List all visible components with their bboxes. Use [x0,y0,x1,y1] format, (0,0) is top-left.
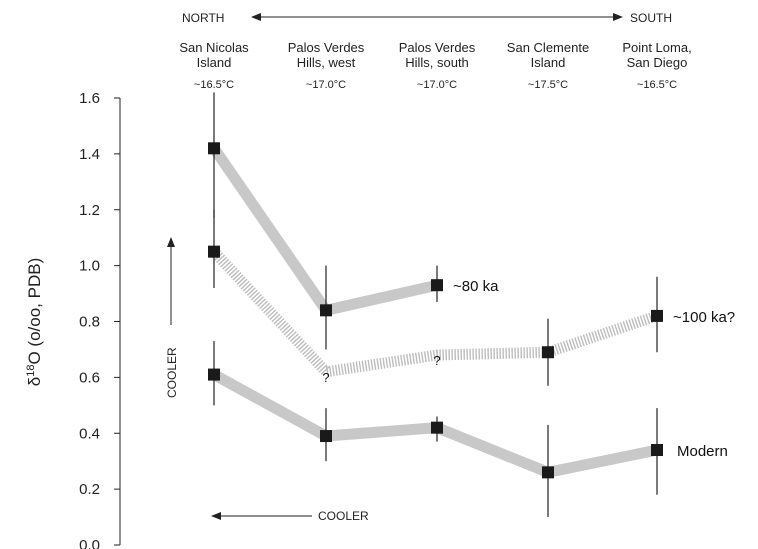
uncertain-point-label: ? [322,370,329,385]
site-name-line: San Nicolas [179,40,249,55]
series-1: ?? ~100 ka? [208,209,735,386]
y-tick-label: 0.0 [79,537,100,549]
y-tick-label: 1.2 [79,202,100,219]
data-point-marker [542,346,554,359]
series-name-label: ~100 ka? [673,309,735,326]
data-point-marker [431,421,443,434]
y-tick-label: 0.4 [79,425,100,442]
y-ticks: 0.0 0.2 0.4 0.6 0.8 1.0 1.2 1.4 1.6 [79,90,120,549]
y-axis-title: δ18O (o/oo, PDB) [25,258,44,386]
data-point-marker [651,309,663,322]
site-temperature: ~17.0°C [417,79,457,91]
y-tick-label: 1.4 [79,146,100,163]
series-2: Modern [208,341,728,518]
data-point-marker [208,368,220,381]
site-name-line: Point Loma, [622,40,691,55]
data-point-marker [320,430,332,443]
data-point-marker [651,444,663,457]
site-name-line: Palos Verdes [288,40,365,55]
data-point-marker [208,142,220,155]
cooler-vertical-label: COOLER [165,347,179,398]
y-tick-label: 1.6 [79,90,100,107]
site-label: Point Loma,San Diego ~16.5°C [622,40,691,91]
south-label: SOUTH [630,11,672,25]
data-point-marker [431,279,443,292]
site-name-line: Island [531,55,566,70]
y-tick-label: 1.0 [79,258,100,275]
site-name-line: San Diego [627,55,688,70]
cooler-vertical-annotation: COOLER [165,237,179,398]
site-name-line: San Clemente [507,40,589,55]
y-tick-label: 0.8 [79,314,100,331]
cooler-horizontal-label: COOLER [318,509,369,523]
series-layer: ?? ~100 ka? ~80 ka Modern [208,92,735,518]
site-temperature: ~17.0°C [306,79,346,91]
cooler-horizontal-annotation: COOLER [211,509,369,523]
series-name-label: ~80 ka [453,278,499,295]
series-name-label: Modern [677,443,728,460]
y-tick-label: 0.6 [79,369,100,386]
direction-header: NORTH SOUTH [182,11,672,25]
site-name-line: Palos Verdes [399,40,476,55]
site-name-line: Hills, west [297,55,356,70]
site-temperature: ~17.5°C [528,79,568,91]
series-line [209,247,659,378]
series-0: ~80 ka [208,92,499,350]
site-name-line: Hills, south [405,55,469,70]
uncertain-point-label: ? [433,353,440,368]
site-temperature: ~16.5°C [637,79,677,91]
data-point-marker [542,466,554,479]
north-label: NORTH [182,11,224,25]
site-temperature: ~16.5°C [194,79,234,91]
y-tick-label: 0.2 [79,481,100,498]
data-point-marker [208,245,220,258]
data-point-marker [320,304,332,317]
site-name-line: Island [197,55,232,70]
